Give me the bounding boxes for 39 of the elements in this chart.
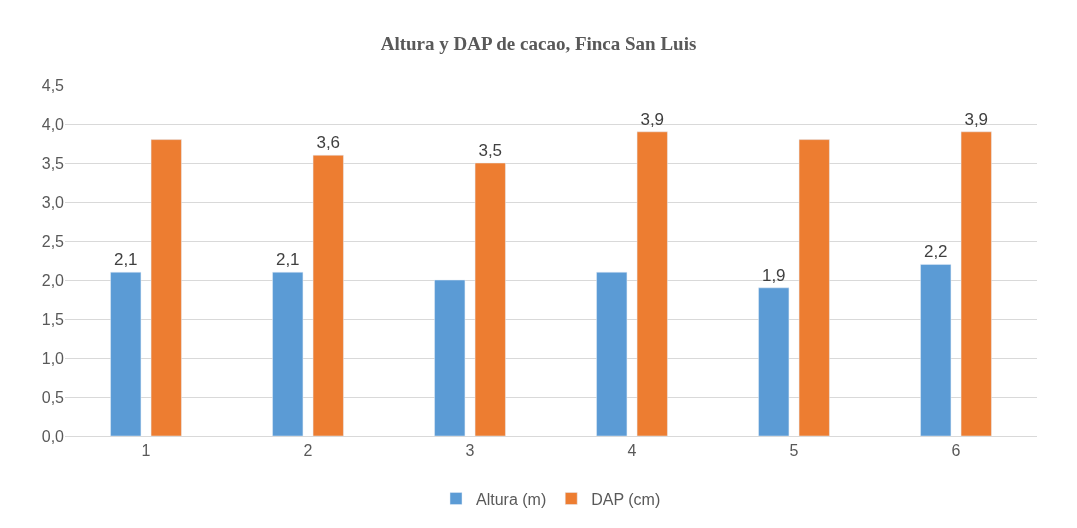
x-tick-label: 6 xyxy=(951,442,961,460)
bar xyxy=(798,139,830,436)
bar xyxy=(434,279,466,436)
y-tick-label: 2,0 xyxy=(41,271,65,289)
data-label: 3,5 xyxy=(478,141,503,160)
data-label: 3,9 xyxy=(964,109,989,129)
y-tick-label: 4,5 xyxy=(41,76,65,94)
bar xyxy=(758,287,790,436)
bar xyxy=(150,139,182,436)
bar xyxy=(920,264,952,436)
bar xyxy=(636,131,668,436)
x-tick-label: 2 xyxy=(303,442,313,460)
data-label: 2,1 xyxy=(113,250,138,270)
y-tick-label: 1,5 xyxy=(41,310,65,328)
y-tick-label: 3,5 xyxy=(41,154,65,172)
y-tick-label: 4,0 xyxy=(41,115,65,133)
y-tick-label: 2,5 xyxy=(41,232,65,250)
data-label: 2,2 xyxy=(923,242,948,262)
legend-label: DAP (cm) xyxy=(591,490,661,508)
y-tick-label: 0,0 xyxy=(41,427,65,445)
x-tick-label: 1 xyxy=(141,442,151,460)
y-tick-label: 1,0 xyxy=(41,349,65,367)
y-tick-label: 0,5 xyxy=(41,388,65,406)
bar xyxy=(110,271,142,436)
data-label: 3,6 xyxy=(316,133,341,153)
y-tick-label: 3,0 xyxy=(41,193,65,211)
bar xyxy=(596,271,628,436)
data-label: 3,9 xyxy=(640,109,665,129)
bar xyxy=(272,271,304,436)
bar xyxy=(960,131,992,436)
data-label: 2,1 xyxy=(275,250,300,270)
bar xyxy=(312,154,344,436)
x-tick-label: 3 xyxy=(465,442,475,460)
x-tick-label: 4 xyxy=(627,442,637,460)
bar xyxy=(474,162,506,436)
legend-label: Altura (m) xyxy=(476,490,547,508)
x-tick-label: 5 xyxy=(789,442,799,460)
chart-title: Altura y DAP de cacao, Finca San Luis xyxy=(380,33,697,55)
data-label: 1,9 xyxy=(761,265,786,285)
